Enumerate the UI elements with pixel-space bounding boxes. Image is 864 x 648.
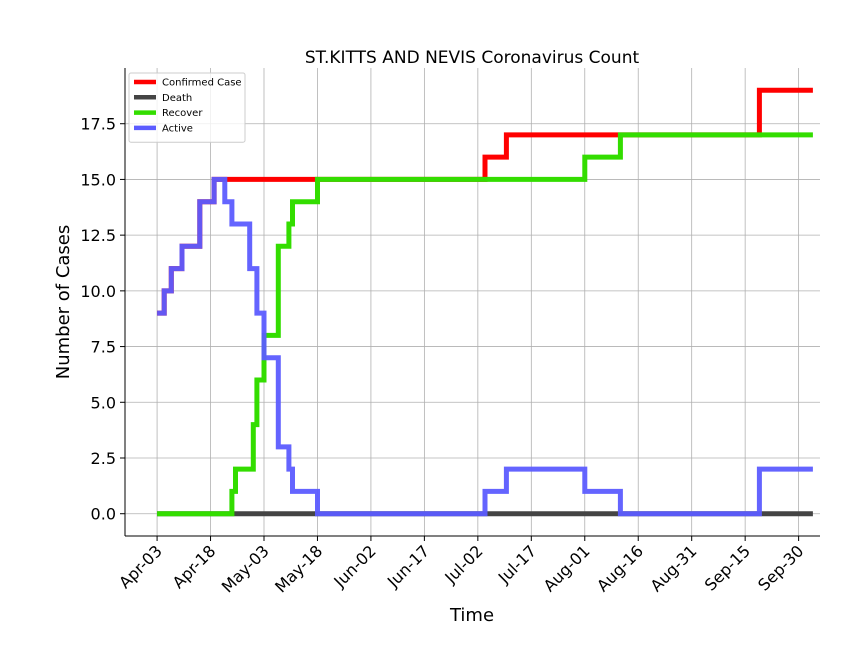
x-tick-label: Jul-17 [494, 541, 540, 587]
x-tick-label: Aug-01 [540, 541, 594, 595]
y-tick-label: 10.0 [80, 282, 116, 301]
x-tick-label: Sep-30 [754, 541, 807, 594]
legend-label-recover: Recover [162, 108, 203, 119]
y-tick-label: 2.5 [91, 449, 116, 468]
y-ticks: 0.0 2.5 5.0 7.5 10.0 12.5 15.0 17.5 [80, 115, 125, 524]
x-tick-label: Jun-17 [383, 541, 433, 591]
y-axis-label: Number of Cases [53, 225, 74, 380]
x-tick-label: Apr-03 [115, 541, 166, 592]
x-tick-label: Aug-31 [647, 541, 701, 595]
y-tick-label: 5.0 [91, 393, 116, 412]
legend-label-active: Active [162, 123, 193, 134]
x-tick-label: Aug-16 [593, 541, 647, 595]
x-tick-label: Jun-02 [329, 541, 379, 591]
x-axis-label: Time [449, 605, 494, 626]
series-line-active [157, 176, 813, 517]
y-tick-label: 7.5 [91, 338, 116, 357]
legend-box [128, 72, 246, 143]
x-tick-label: Jul-02 [440, 541, 486, 587]
legend-label-death: Death [162, 93, 192, 104]
y-tick-label: 0.0 [91, 505, 116, 524]
x-tick-label: Sep-15 [701, 541, 754, 594]
x-tick-label: May-18 [271, 541, 326, 596]
x-tick-label: May-03 [218, 541, 273, 596]
series-line-recover [157, 132, 813, 517]
chart-title: ST.KITTS AND NEVIS Coronavirus Count [305, 48, 640, 68]
x-tick-label: Apr-18 [169, 541, 220, 592]
y-tick-label: 17.5 [80, 115, 116, 134]
legend: Confirmed Case Death Recover Active [128, 72, 246, 143]
legend-label-confirmed-case: Confirmed Case [162, 78, 242, 89]
series-lines [157, 87, 813, 517]
y-tick-label: 15.0 [80, 170, 116, 189]
y-tick-label: 12.5 [80, 226, 116, 245]
